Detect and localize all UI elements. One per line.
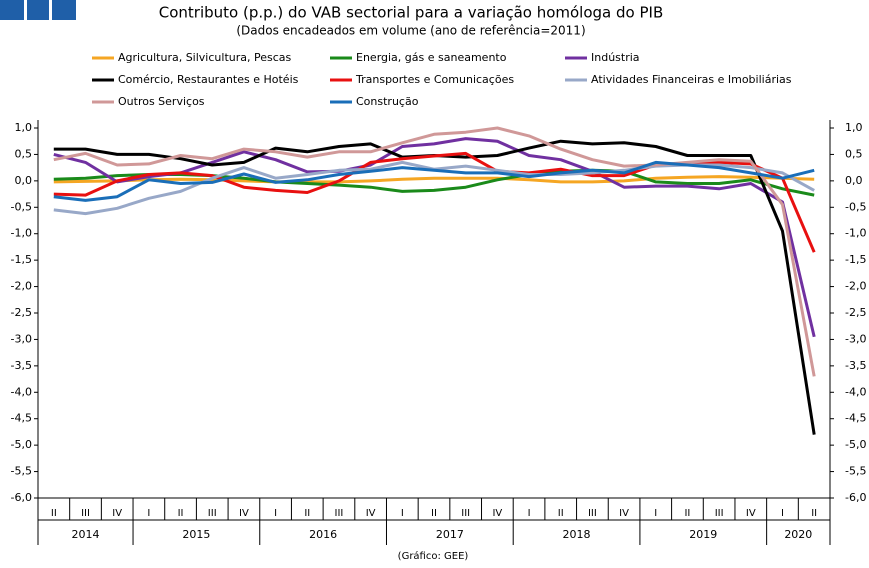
logo-block [52, 0, 76, 20]
legend-label: Outros Serviços [118, 95, 205, 108]
x-tick-label: IV [366, 508, 376, 519]
y2-tick-label: 0,0 [845, 174, 863, 187]
y2-tick-label: -3,0 [845, 332, 866, 345]
logo-block [0, 0, 24, 20]
x-tick-label: I [528, 508, 531, 519]
legend-label: Comércio, Restaurantes e Hotéis [118, 73, 299, 86]
series-line [53, 175, 815, 184]
x-tick-label: IV [746, 508, 756, 519]
y-tick-label: -3,0 [11, 332, 32, 345]
y-tick-label: -1,5 [11, 253, 32, 266]
x-tick-label: III [81, 508, 90, 519]
x-tick-label: III [588, 508, 597, 519]
y2-tick-label: -2,0 [845, 280, 866, 293]
year-label: 2015 [182, 528, 210, 541]
x-tick-label: III [335, 508, 344, 519]
y-tick-label: -5,5 [11, 465, 32, 478]
y-tick-label: 1,0 [15, 121, 33, 134]
x-tick-label: IV [239, 508, 249, 519]
legend-label: Agricultura, Silvicultura, Pescas [118, 51, 292, 64]
y2-tick-label: -0,5 [845, 200, 866, 213]
logo-block [27, 0, 49, 20]
series-line [53, 139, 816, 435]
y2-tick-label: -4,5 [845, 412, 866, 425]
y-tick-label: -6,0 [11, 491, 32, 504]
x-tick-label: III [461, 508, 470, 519]
year-label: 2017 [436, 528, 464, 541]
year-label: 2019 [689, 528, 717, 541]
y2-tick-label: -5,0 [845, 438, 866, 451]
x-tick-label: I [274, 508, 277, 519]
y2-tick-label: 0,5 [845, 147, 863, 160]
x-tick-label: IV [112, 508, 122, 519]
year-label: 2014 [72, 528, 100, 541]
series-line [53, 160, 815, 202]
x-tick-label: II [558, 508, 564, 519]
x-tick-label: II [431, 508, 437, 519]
x-tick-label: III [715, 508, 724, 519]
chart-title: Contributo (p.p.) do VAB sectorial para … [159, 4, 664, 22]
x-tick-label: I [147, 508, 150, 519]
y-tick-label: -2,5 [11, 306, 32, 319]
y-tick-label: -4,0 [11, 385, 32, 398]
x-tick-label: IV [619, 508, 629, 519]
y-tick-label: -3,5 [11, 359, 32, 372]
x-tick-label: II [304, 508, 310, 519]
y2-tick-label: 1,0 [845, 121, 863, 134]
legend-label: Construção [356, 95, 419, 108]
y2-tick-label: -1,5 [845, 253, 866, 266]
y2-tick-label: -5,5 [845, 465, 866, 478]
legend-label: Transportes e Comunicações [355, 73, 514, 86]
y2-tick-label: -4,0 [845, 385, 866, 398]
y-tick-label: -4,5 [11, 412, 32, 425]
x-tick-label: III [208, 508, 217, 519]
year-label: 2018 [563, 528, 591, 541]
x-tick-label: II [178, 508, 184, 519]
chart-subtitle: (Dados encadeados em volume (ano de refe… [236, 24, 585, 38]
x-tick-label: I [654, 508, 657, 519]
x-tick-label: II [811, 508, 817, 519]
x-tick-label: II [684, 508, 690, 519]
y2-tick-label: -6,0 [845, 491, 866, 504]
x-tick-label: IV [492, 508, 502, 519]
legend-label: Energia, gás e saneamento [356, 51, 507, 64]
y2-tick-label: -1,0 [845, 227, 866, 240]
source-note: (Gráfico: GEE) [398, 550, 469, 562]
y-tick-label: 0,0 [15, 174, 33, 187]
x-tick-label: I [781, 508, 784, 519]
x-tick-label: I [401, 508, 404, 519]
y-tick-label: 0,5 [15, 147, 33, 160]
y-tick-label: -5,0 [11, 438, 32, 451]
y-tick-label: -0,5 [11, 200, 32, 213]
y2-tick-label: -3,5 [845, 359, 866, 372]
series-line [53, 126, 816, 377]
y2-tick-label: -2,5 [845, 306, 866, 319]
legend-label: Atividades Financeiras e Imobiliárias [591, 73, 792, 86]
y-tick-label: -1,0 [11, 227, 32, 240]
year-label: 2020 [784, 528, 812, 541]
year-label: 2016 [309, 528, 337, 541]
series-line [53, 168, 815, 197]
y-tick-label: -2,0 [11, 280, 32, 293]
legend-label: Indústria [591, 51, 640, 64]
x-tick-label: II [51, 508, 57, 519]
